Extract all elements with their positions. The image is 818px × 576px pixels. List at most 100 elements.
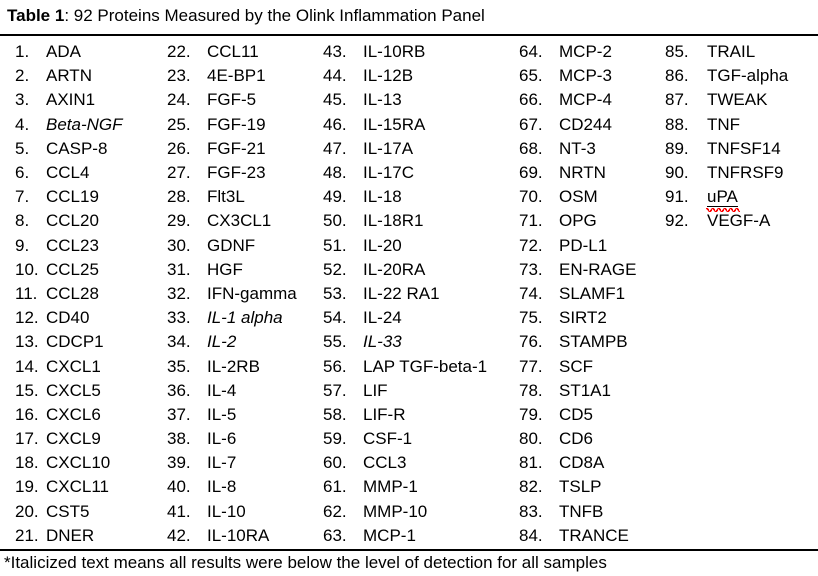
row-number: 92.: [665, 211, 689, 231]
table-row: 81. CD8A: [519, 451, 636, 475]
table-top-rule: [0, 34, 818, 36]
protein-name: TNFSF14: [707, 138, 781, 158]
protein-name: SIRT2: [559, 308, 607, 328]
protein-name: FGF-21: [207, 138, 266, 158]
table-column: 1. ADA 2. ARTN 3. AXIN1 4. Beta-NGF 5. CASP-8 6. CC…: [15, 40, 123, 548]
protein-name: IL-17C: [363, 163, 415, 183]
protein-name: CCL28: [46, 283, 99, 303]
protein-name: STAMPB: [559, 332, 628, 352]
row-number: 87.: [665, 90, 689, 110]
protein-name: IL-18: [363, 187, 402, 207]
table-row: 70. OSM: [519, 185, 636, 209]
protein-name: IL-10: [207, 501, 246, 521]
table-row: 49. IL-18: [323, 185, 487, 209]
row-number: 27.: [167, 163, 191, 183]
protein-name: FGF-23: [207, 163, 266, 183]
protein-name: SLAMF1: [559, 283, 626, 303]
protein-name: IL-7: [207, 453, 237, 473]
row-number: 46.: [323, 114, 347, 134]
protein-name: CCL25: [46, 259, 99, 279]
protein-name: AXIN1: [46, 90, 96, 110]
table-row: 92. VEGF-A: [665, 209, 788, 233]
table-row: 47. IL-17A: [323, 137, 487, 161]
row-number: 24.: [167, 90, 191, 110]
table-row: 44. IL-12B: [323, 64, 487, 88]
protein-name: CCL19: [46, 187, 99, 207]
row-number: 51.: [323, 235, 347, 255]
row-number: 80.: [519, 429, 543, 449]
row-number: 45.: [323, 90, 347, 110]
protein-name: CD8A: [559, 453, 605, 473]
table-row: 39. IL-7: [167, 451, 297, 475]
table-row: 88. TNF: [665, 113, 788, 137]
protein-name: ST1A1: [559, 380, 611, 400]
table-row: 54. IL-24: [323, 306, 487, 330]
table-row: 1. ADA: [15, 40, 123, 64]
protein-name: NRTN: [559, 163, 606, 183]
row-number: 58.: [323, 404, 347, 424]
table-row: 42. IL-10RA: [167, 524, 297, 548]
protein-name: CCL3: [363, 453, 407, 473]
protein-name: IL-20RA: [363, 259, 426, 279]
protein-name: FGF-19: [207, 114, 266, 134]
table-row: 85. TRAIL: [665, 40, 788, 64]
row-number: 48.: [323, 163, 347, 183]
protein-name: OSM: [559, 187, 598, 207]
table-row: 25. FGF-19: [167, 113, 297, 137]
protein-name: MMP-10: [363, 501, 428, 521]
protein-name: EN-RAGE: [559, 259, 637, 279]
row-number: 63.: [323, 525, 347, 545]
protein-name: DNER: [46, 525, 95, 545]
table-row: 23. 4E-BP1: [167, 64, 297, 88]
protein-name: IFN-gamma: [207, 283, 297, 303]
table-row: 43. IL-10RB: [323, 40, 487, 64]
row-number: 25.: [167, 114, 191, 134]
row-number: 52.: [323, 259, 347, 279]
table-column: 85. TRAIL 86. TGF-alpha 87. TWEAK 88. TNF 89. TNF…: [665, 40, 788, 234]
table-row: 69. NRTN: [519, 161, 636, 185]
row-number: 54.: [323, 308, 347, 328]
row-number: 57.: [323, 380, 347, 400]
row-number: 20.: [15, 501, 39, 521]
row-number: 13.: [15, 332, 39, 352]
protein-name: CXCL9: [46, 429, 101, 449]
table-row: 26. FGF-21: [167, 137, 297, 161]
table-row: 14. CXCL1: [15, 354, 123, 378]
table-row: 32. IFN-gamma: [167, 282, 297, 306]
row-number: 15.: [15, 380, 39, 400]
row-number: 70.: [519, 187, 543, 207]
protein-name: CXCL10: [46, 453, 111, 473]
protein-name: TGF-alpha: [707, 66, 789, 86]
protein-name: MCP-4: [559, 90, 612, 110]
row-number: 74.: [519, 283, 543, 303]
table-row: 15. CXCL5: [15, 379, 123, 403]
protein-name: MCP-2: [559, 42, 612, 62]
protein-name: FGF-5: [207, 90, 257, 110]
table-row: 83. TNFB: [519, 500, 636, 524]
table-row: 28. Flt3L: [167, 185, 297, 209]
row-number: 84.: [519, 525, 543, 545]
row-number: 32.: [167, 283, 191, 303]
row-number: 11.: [15, 283, 38, 303]
protein-name: LIF: [363, 380, 388, 400]
row-number: 71.: [519, 211, 543, 231]
protein-name: ADA: [46, 42, 81, 62]
row-number: 2.: [15, 66, 30, 86]
table-row: 12. CD40: [15, 306, 123, 330]
protein-name: IL-10RA: [207, 525, 270, 545]
row-number: 18.: [15, 453, 39, 473]
table-row: 60. CCL3: [323, 451, 487, 475]
table-row: 37. IL-5: [167, 403, 297, 427]
protein-name: IL-2: [207, 332, 237, 352]
table-row: 89. TNFSF14: [665, 137, 788, 161]
protein-name: IL-4: [207, 380, 237, 400]
row-number: 22.: [167, 42, 191, 62]
row-number: 41.: [167, 501, 191, 521]
table-row: 82. TSLP: [519, 475, 636, 499]
protein-name: IL-1 alpha: [207, 308, 283, 328]
row-number: 72.: [519, 235, 543, 255]
table-row: 57. LIF: [323, 379, 487, 403]
table-row: 75. SIRT2: [519, 306, 636, 330]
row-number: 49.: [323, 187, 347, 207]
table-row: 65. MCP-3: [519, 64, 636, 88]
